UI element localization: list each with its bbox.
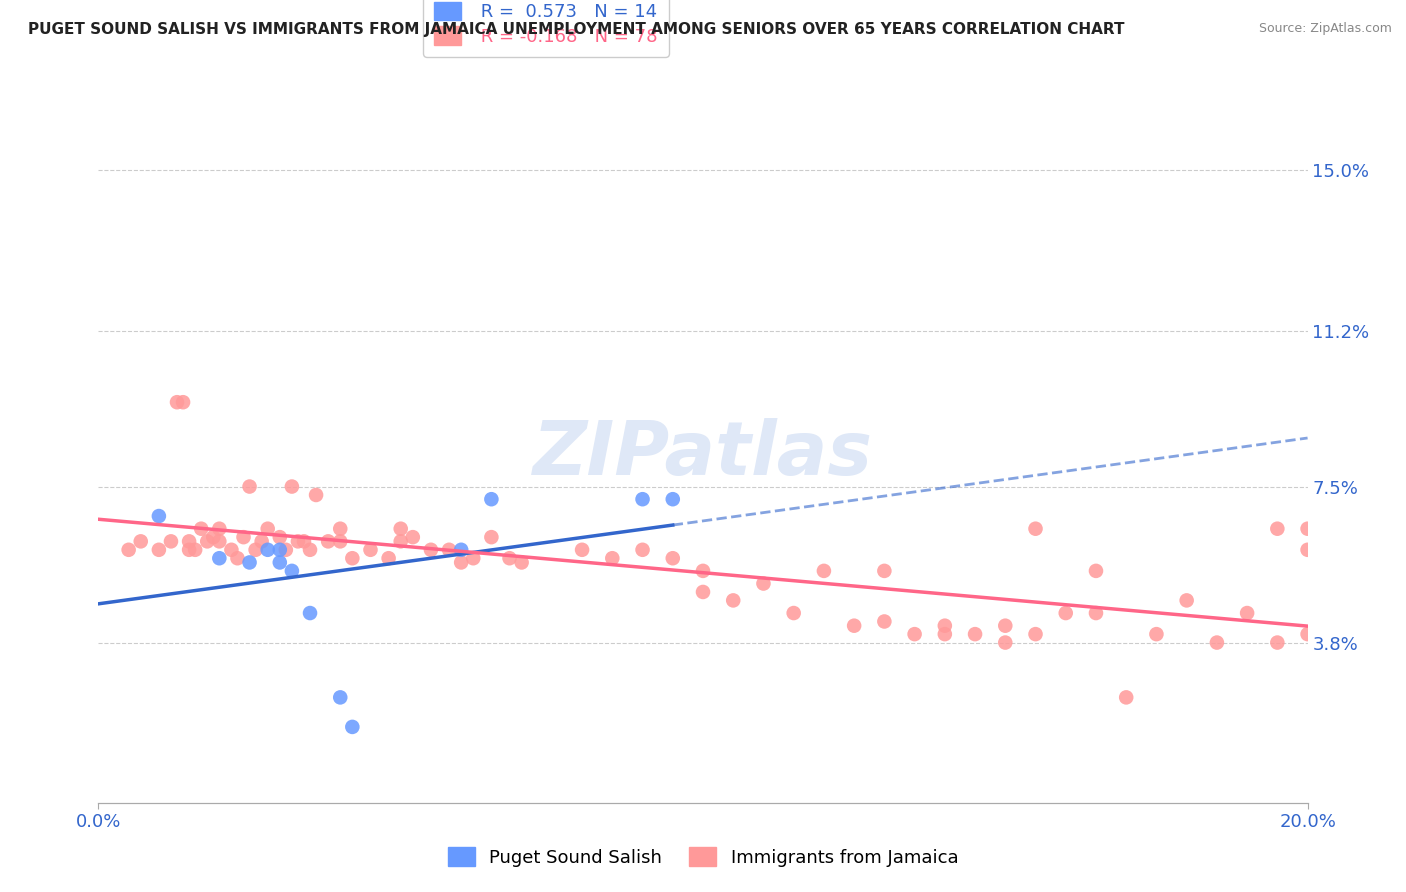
Point — [221, 542, 243, 557]
Point — [299, 542, 322, 557]
Point — [269, 556, 291, 570]
Point — [994, 635, 1017, 649]
Point — [342, 720, 364, 734]
Point — [184, 542, 207, 557]
Point — [148, 509, 170, 524]
Point — [329, 690, 352, 705]
Point — [305, 488, 328, 502]
Point — [239, 556, 262, 570]
Point — [437, 542, 460, 557]
Point — [226, 551, 249, 566]
Point — [329, 522, 352, 536]
Point — [256, 522, 278, 536]
Point — [329, 534, 352, 549]
Point — [1054, 606, 1077, 620]
Point — [195, 534, 218, 549]
Point — [1085, 564, 1108, 578]
Point — [1144, 627, 1167, 641]
Point — [844, 618, 866, 632]
Point — [239, 479, 262, 493]
Point — [148, 542, 170, 557]
Point — [269, 542, 291, 557]
Point — [1206, 635, 1229, 649]
Point — [190, 522, 212, 536]
Point — [232, 530, 254, 544]
Point — [1115, 690, 1137, 705]
Point — [1296, 522, 1319, 536]
Point — [118, 542, 141, 557]
Point — [450, 542, 472, 557]
Legend: Puget Sound Salish, Immigrants from Jamaica: Puget Sound Salish, Immigrants from Jama… — [440, 840, 966, 874]
Point — [498, 551, 520, 566]
Point — [208, 551, 231, 566]
Point — [360, 542, 382, 557]
Point — [160, 534, 183, 549]
Point — [129, 534, 152, 549]
Point — [934, 627, 956, 641]
Point — [783, 606, 806, 620]
Point — [1024, 522, 1046, 536]
Point — [208, 522, 231, 536]
Point — [256, 542, 278, 557]
Point — [250, 534, 273, 549]
Point — [299, 606, 322, 620]
Point — [377, 551, 399, 566]
Point — [994, 618, 1017, 632]
Point — [245, 542, 267, 557]
Point — [450, 556, 472, 570]
Point — [481, 530, 503, 544]
Point — [1236, 606, 1258, 620]
Text: Source: ZipAtlas.com: Source: ZipAtlas.com — [1258, 22, 1392, 36]
Point — [873, 564, 896, 578]
Point — [420, 542, 443, 557]
Text: PUGET SOUND SALISH VS IMMIGRANTS FROM JAMAICA UNEMPLOYMENT AMONG SENIORS OVER 65: PUGET SOUND SALISH VS IMMIGRANTS FROM JA… — [28, 22, 1125, 37]
Point — [602, 551, 624, 566]
Point — [904, 627, 927, 641]
Point — [281, 479, 304, 493]
Point — [172, 395, 194, 409]
Point — [965, 627, 987, 641]
Point — [692, 585, 714, 599]
Point — [662, 492, 685, 507]
Point — [389, 522, 412, 536]
Point — [274, 542, 297, 557]
Point — [873, 615, 896, 629]
Point — [316, 534, 339, 549]
Point — [1175, 593, 1198, 607]
Point — [723, 593, 745, 607]
Point — [631, 492, 654, 507]
Point — [1296, 542, 1319, 557]
Point — [202, 530, 225, 544]
Point — [281, 564, 304, 578]
Point — [813, 564, 835, 578]
Point — [571, 542, 593, 557]
Point — [389, 534, 412, 549]
Point — [481, 492, 503, 507]
Point — [692, 564, 714, 578]
Point — [179, 534, 201, 549]
Point — [292, 534, 315, 549]
Point — [1267, 635, 1289, 649]
Point — [934, 618, 956, 632]
Point — [1024, 627, 1046, 641]
Point — [662, 551, 685, 566]
Point — [463, 551, 485, 566]
Text: ZIPatlas: ZIPatlas — [533, 418, 873, 491]
Point — [287, 534, 309, 549]
Point — [510, 556, 533, 570]
Point — [208, 534, 231, 549]
Point — [402, 530, 425, 544]
Point — [752, 576, 775, 591]
Point — [1085, 606, 1108, 620]
Point — [179, 542, 201, 557]
Point — [342, 551, 364, 566]
Point — [1296, 627, 1319, 641]
Point — [269, 530, 291, 544]
Point — [631, 542, 654, 557]
Point — [1267, 522, 1289, 536]
Point — [166, 395, 188, 409]
